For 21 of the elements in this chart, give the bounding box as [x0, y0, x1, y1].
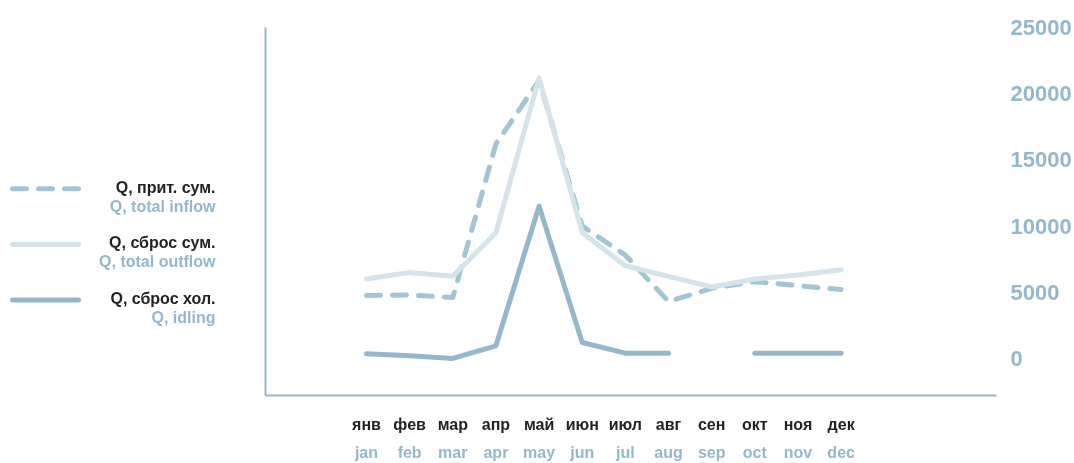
category-label: апр apr	[481, 415, 511, 461]
category-label: мар mar	[437, 415, 468, 461]
category-label: май may	[523, 415, 556, 461]
y-tick-label: 25000	[1010, 15, 1072, 40]
y-tick-label: 5000	[1010, 279, 1060, 305]
legend-label: Q, сброс сум. Q, total outflow	[99, 234, 217, 271]
legend-label: Q, сброс хол. Q, idling	[110, 290, 216, 327]
y-tick-label: 20000	[1010, 81, 1072, 107]
y-tick-label: 0	[1010, 345, 1023, 371]
category-label: ноя nov	[783, 415, 813, 461]
y-tick-label: 10000	[1010, 213, 1072, 239]
category-label: авг aug	[654, 415, 683, 461]
category-label: дек dec	[827, 415, 855, 461]
category-label: окт oct	[742, 415, 768, 461]
legend-label: Q, прит. сум. Q, total inflow	[109, 178, 217, 215]
category-label: сен sep	[697, 415, 726, 461]
y-tick-label: 15000	[1010, 147, 1072, 173]
category-label: июл jul	[608, 415, 643, 461]
category-label: янв jan	[352, 415, 381, 461]
category-label: июн jun	[565, 415, 599, 461]
category-label: фев feb	[393, 415, 426, 461]
